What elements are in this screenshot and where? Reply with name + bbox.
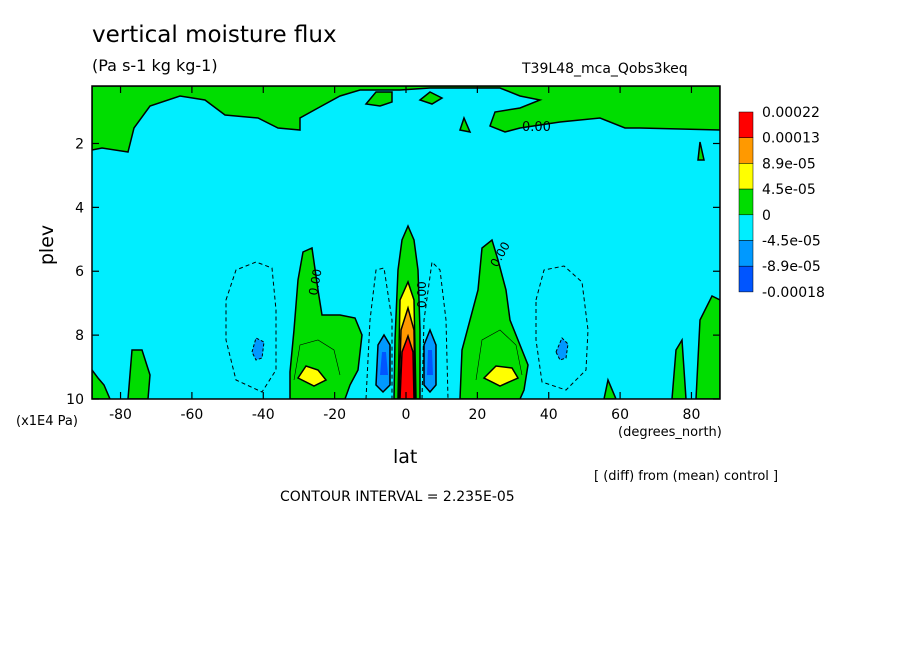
run-label: T39L48_mca_Qobs3keq — [522, 61, 688, 77]
legend-label: 0.00013 — [762, 131, 820, 147]
contour-label: 0.00 — [306, 268, 324, 297]
contour-fill-green-blob — [92, 368, 111, 399]
x-tick-label: -20 — [323, 407, 346, 423]
legend-swatch — [738, 240, 754, 267]
legend-swatch — [738, 188, 754, 216]
y-tick-label: 6 — [75, 264, 84, 280]
contour-fill-green-blob — [459, 115, 472, 134]
x-axis: -80 -60 -40 -20 0 20 40 60 80 — [109, 86, 700, 423]
contour-fill-blue — [555, 337, 569, 361]
y-axis: 2 4 6 8 10 — [66, 136, 720, 408]
x-tick-label: 80 — [683, 407, 701, 423]
legend-label: 0.00022 — [762, 105, 820, 121]
contour-label: 0.00 — [522, 120, 551, 135]
chart-units: (Pa s-1 kg kg-1) — [92, 56, 218, 75]
contour-fill-green-blob — [695, 294, 720, 399]
y-tick-label: 8 — [75, 328, 84, 344]
legend-swatch — [738, 137, 754, 164]
contour-line-negative — [535, 265, 589, 391]
legend-swatch — [738, 111, 754, 138]
y-tick-label: 10 — [66, 392, 84, 408]
contour-line-negative — [421, 260, 449, 399]
legend-label: -4.5e-05 — [762, 234, 821, 250]
legend-label: 4.5e-05 — [762, 182, 816, 198]
contour-fill-green-blob — [127, 349, 151, 399]
legend-label: -0.00018 — [762, 285, 825, 301]
contour-line-negative — [225, 261, 277, 393]
contour-fill-darkblue — [427, 350, 433, 375]
x-tick-label: -40 — [252, 407, 275, 423]
contour-interval: CONTOUR INTERVAL = 2.235E-05 — [280, 489, 515, 505]
color-legend: 0.00022 0.00013 8.9e-05 4.5e-05 0 -4.5e-05 -8.… — [738, 105, 825, 301]
x-tick-label: 60 — [611, 407, 629, 423]
y-tick-label: 2 — [75, 136, 84, 152]
legend-label: 8.9e-05 — [762, 156, 816, 172]
legend-swatch — [738, 163, 754, 190]
plot-area — [92, 86, 720, 399]
y-tick-label: 4 — [75, 200, 84, 216]
x-axis-label: lat — [393, 446, 418, 468]
contour-fill-blue — [251, 337, 265, 361]
contour-fill-green-blob — [364, 91, 393, 107]
x-tick-label: 20 — [468, 407, 486, 423]
contour-fill-green-top — [92, 86, 720, 153]
legend-swatch — [738, 265, 754, 293]
contour-fill-yellow — [296, 365, 328, 387]
x-tick-label: -80 — [109, 407, 132, 423]
legend-swatch — [738, 214, 754, 241]
contour-fill-green-blob — [418, 91, 444, 105]
diff-note: [ (diff) from (mean) control ] — [594, 469, 779, 484]
contour-fill-green-blob — [603, 377, 617, 399]
contour-fill-darkblue — [380, 352, 388, 375]
legend-label: 0 — [762, 208, 771, 224]
x-tick-label: 0 — [402, 407, 411, 423]
contour-fill-green-blob — [671, 337, 687, 399]
contour-fill-green-plume — [459, 238, 529, 399]
x-axis-unit: (degrees_north) — [618, 425, 722, 440]
contour-fill-yellow — [482, 365, 520, 387]
legend-label: -8.9e-05 — [762, 259, 821, 275]
contour-label: 0.00 — [415, 281, 429, 308]
contour-line-positive — [475, 329, 523, 381]
y-axis-unit: (x1E4 Pa) — [16, 414, 78, 429]
contour-line-positive — [293, 339, 341, 381]
contour-fill-green-blob — [697, 141, 705, 161]
x-tick-label: -60 — [180, 407, 203, 423]
contour-fill-green-plume — [289, 246, 363, 399]
contour-line-negative — [365, 267, 393, 399]
x-tick-label: 40 — [540, 407, 558, 423]
contour-fill-red — [399, 333, 415, 399]
chart-title: vertical moisture flux — [92, 22, 337, 48]
